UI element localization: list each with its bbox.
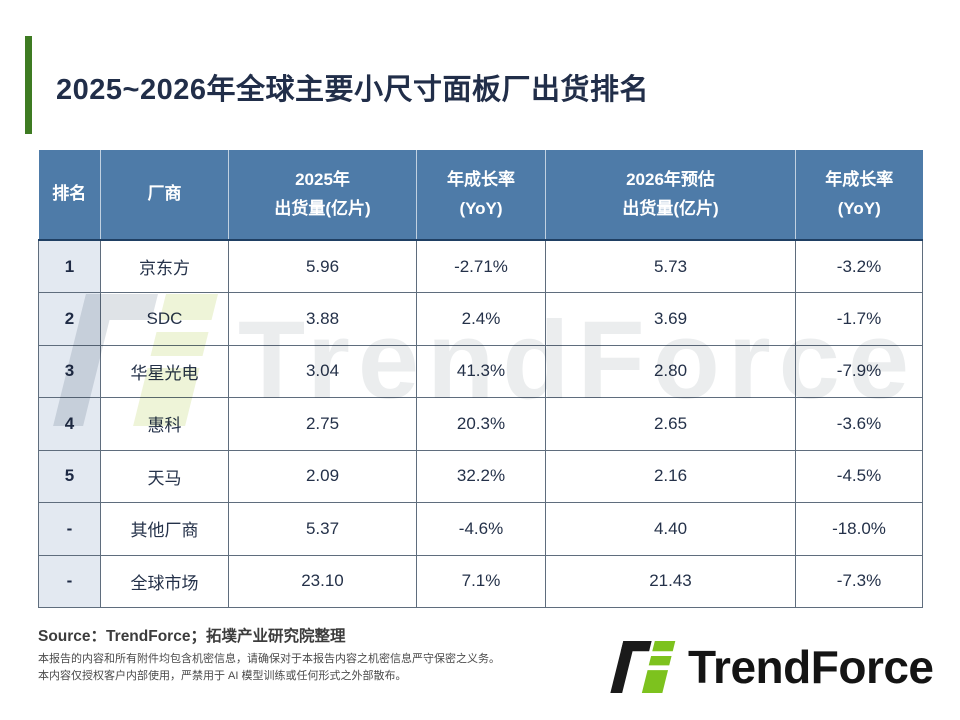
vendor-cell: 惠科 — [100, 397, 229, 451]
yoy2025-cell: 2.4% — [416, 292, 546, 346]
ship2025-cell: 5.96 — [228, 239, 417, 293]
yoy2025-cell: 41.3% — [416, 344, 546, 398]
table-row: 2 SDC 3.88 2.4% 3.69 -1.7% — [38, 292, 923, 346]
table-row: 1 京东方 5.96 -2.71% 5.73 -3.2% — [38, 239, 923, 293]
rank-cell: 1 — [38, 239, 101, 293]
vendor-cell: 天马 — [100, 449, 229, 503]
vendor-cell: 京东方 — [100, 239, 229, 293]
ranking-table-wrap: 排名 厂商 2025年 出货量(亿片) 年成长率 (YoY) 2026年预估 出货量(… — [38, 150, 923, 608]
vendor-cell: 华星光电 — [100, 344, 229, 398]
ship2025-cell: 2.09 — [228, 449, 417, 503]
header-ship-2026: 2026年预估 出货量(亿片) — [545, 150, 796, 241]
rank-cell: 5 — [38, 449, 101, 503]
ship2025-cell: 2.75 — [228, 397, 417, 451]
disclaimer-line-2: 本内容仅授权客户内部使用，严禁用于 AI 模型训练或任何形式之外部散布。 — [38, 670, 407, 682]
page-title: 2025~2026年全球主要小尺寸面板厂出货排名 — [56, 74, 649, 106]
table-row: 4 惠科 2.75 20.3% 2.65 -3.6% — [38, 397, 923, 451]
disclaimer-line-1: 本报告的内容和所有附件均包含机密信息，请确保对于本报告内容之机密信息严守保密之义… — [38, 653, 500, 665]
rank-cell: - — [38, 554, 101, 608]
trendforce-logo-mark-icon — [610, 641, 676, 693]
yoy2026-cell: -7.3% — [795, 554, 923, 608]
ship2026-cell: 3.69 — [545, 292, 796, 346]
yoy2026-cell: -18.0% — [795, 502, 923, 556]
header-rank: 排名 — [38, 150, 101, 241]
yoy2026-cell: -3.6% — [795, 397, 923, 451]
disclaimer: 本报告的内容和所有附件均包含机密信息，请确保对于本报告内容之机密信息严守保密之义… — [38, 651, 500, 685]
header-row: 排名 厂商 2025年 出货量(亿片) 年成长率 (YoY) 2026年预估 出货量(… — [38, 150, 923, 241]
logo-wordmark: TrendForce — [688, 641, 934, 693]
ship2025-cell: 3.04 — [228, 344, 417, 398]
ship2026-cell: 5.73 — [545, 239, 796, 293]
vendor-cell: 全球市场 — [100, 554, 229, 608]
ranking-table: 排名 厂商 2025年 出货量(亿片) 年成长率 (YoY) 2026年预估 出货量(… — [38, 150, 923, 608]
yoy2025-cell: 7.1% — [416, 554, 546, 608]
yoy2025-cell: 32.2% — [416, 449, 546, 503]
table-row: 3 华星光电 3.04 41.3% 2.80 -7.9% — [38, 344, 923, 398]
yoy2025-cell: 20.3% — [416, 397, 546, 451]
yoy2026-cell: -1.7% — [795, 292, 923, 346]
rank-cell: 3 — [38, 344, 101, 398]
rank-cell: 2 — [38, 292, 101, 346]
ship2025-cell: 5.37 — [228, 502, 417, 556]
ship2026-cell: 21.43 — [545, 554, 796, 608]
yoy2025-cell: -2.71% — [416, 239, 546, 293]
table-row: - 其他厂商 5.37 -4.6% 4.40 -18.0% — [38, 502, 923, 556]
header-yoy-2026: 年成长率 (YoY) — [795, 150, 923, 241]
table-row: 5 天马 2.09 32.2% 2.16 -4.5% — [38, 449, 923, 503]
trendforce-logo: TrendForce — [610, 640, 934, 694]
table-row: - 全球市场 23.10 7.1% 21.43 -7.3% — [38, 554, 923, 608]
header-yoy-2025: 年成长率 (YoY) — [416, 150, 546, 241]
yoy2026-cell: -4.5% — [795, 449, 923, 503]
vendor-cell: 其他厂商 — [100, 502, 229, 556]
vendor-cell: SDC — [100, 292, 229, 346]
yoy2025-cell: -4.6% — [416, 502, 546, 556]
ship2025-cell: 3.88 — [228, 292, 417, 346]
rank-cell: 4 — [38, 397, 101, 451]
ship2026-cell: 2.80 — [545, 344, 796, 398]
ship2026-cell: 4.40 — [545, 502, 796, 556]
yoy2026-cell: -3.2% — [795, 239, 923, 293]
header-ship-2025: 2025年 出货量(亿片) — [228, 150, 417, 241]
rank-cell: - — [38, 502, 101, 556]
title-accent-bar — [25, 36, 32, 134]
yoy2026-cell: -7.9% — [795, 344, 923, 398]
ship2025-cell: 23.10 — [228, 554, 417, 608]
ship2026-cell: 2.16 — [545, 449, 796, 503]
header-vendor: 厂商 — [100, 150, 229, 241]
ship2026-cell: 2.65 — [545, 397, 796, 451]
source-line: Source：TrendForce；拓墣产业研究院整理 — [38, 628, 346, 645]
